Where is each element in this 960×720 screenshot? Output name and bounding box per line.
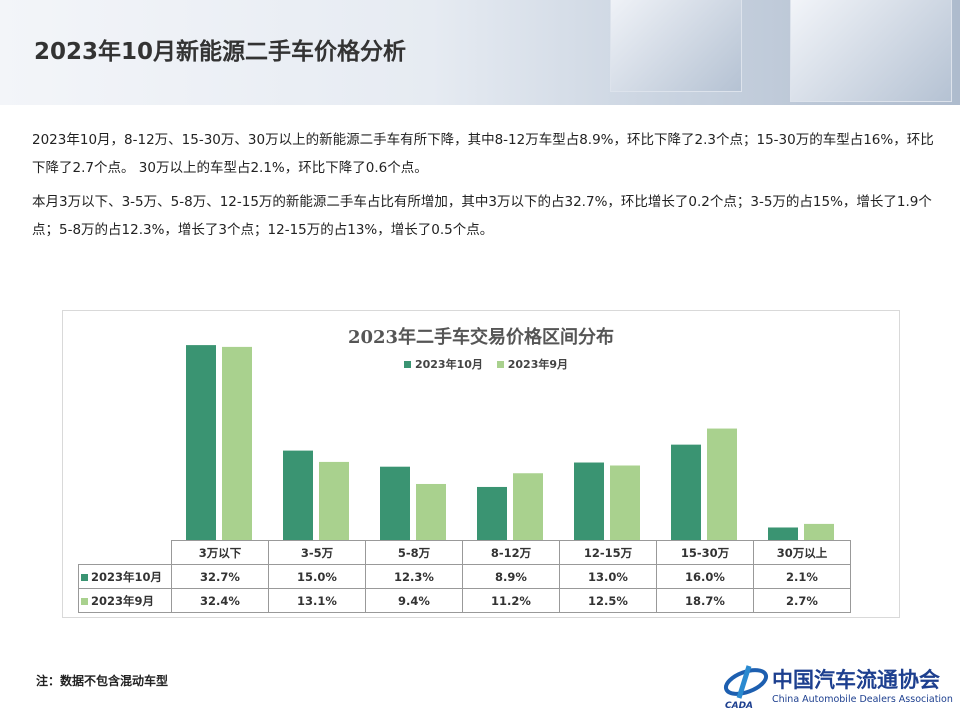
bar-sep-0 (222, 346, 252, 540)
value-cell: 9.4% (365, 588, 463, 613)
value-cell: 32.7% (171, 564, 269, 589)
category-label: 15-30万 (656, 540, 754, 565)
paragraph-increase: 本月3万以下、3-5万、5-8万、12-15万的新能源二手车占比有所增加，其中3… (32, 194, 932, 238)
value-cell: 13.0% (559, 564, 657, 589)
category-label: 5-8万 (365, 540, 463, 565)
category-label: 30万以上 (753, 540, 851, 565)
bar-sep-1 (319, 461, 349, 540)
value-cell: 8.9% (462, 564, 560, 589)
logo-english: China Automobile Dealers Association (772, 694, 953, 705)
legend-label-oct: 2023年10月 (414, 358, 483, 371)
paragraph-decrease: 2023年10月，8-12万、15-30万、30万以上的新能源二手车有所下降，其… (32, 132, 934, 176)
category-label: 3-5万 (268, 540, 366, 565)
value-cell: 16.0% (656, 564, 754, 589)
legend-swatch-sep (496, 361, 504, 368)
cada-logo: CADA 中国汽车流通协会 China Automobile Dealers A… (722, 662, 958, 712)
row-label-sep: 2023年9月 (78, 588, 172, 613)
page-title: 2023年10月新能源二手车价格分析 (34, 39, 407, 65)
value-cell: 2.1% (753, 564, 851, 589)
value-cell: 15.0% (268, 564, 366, 589)
bar-sep-3 (513, 473, 543, 540)
decor-cube (790, 0, 952, 102)
svg-text:CADA: CADA (725, 701, 753, 711)
value-cell: 18.7% (656, 588, 754, 613)
summary-text: 2023年10月，8-12万、15-30万、30万以上的新能源二手车有所下降，其… (32, 126, 937, 250)
bar-oct-1 (283, 450, 313, 540)
bar-oct-2 (380, 466, 410, 540)
bar-sep-6 (804, 523, 834, 540)
category-label: 3万以下 (171, 540, 269, 565)
legend-label-sep: 2023年9月 (507, 358, 569, 371)
category-label: 12-15万 (559, 540, 657, 565)
value-cell: 11.2% (462, 588, 560, 613)
plot-area (186, 345, 834, 540)
chart-title: 2023年二手车交易价格区间分布 (347, 327, 615, 348)
value-cell: 12.3% (365, 564, 463, 589)
value-cell: 2.7% (753, 588, 851, 613)
logo-chinese: 中国汽车流通协会 (772, 667, 940, 692)
footnote: 注：数据不包含混动车型 (36, 674, 169, 688)
header-banner (0, 0, 960, 105)
bar-sep-5 (707, 428, 737, 540)
data-table: 3万以下 3-5万 5-8万 8-12万 12-15万 15-30万 30万以上 2023年… (78, 540, 851, 613)
bar-oct-0 (186, 345, 216, 540)
row-label-oct: 2023年10月 (78, 564, 172, 589)
decor-cube (610, 0, 742, 92)
bar-oct-6 (768, 527, 798, 540)
bar-oct-4 (574, 462, 604, 540)
bar-oct-3 (477, 486, 507, 540)
bar-oct-5 (671, 444, 701, 540)
legend-swatch-oct (403, 361, 411, 368)
value-cell: 32.4% (171, 588, 269, 613)
bar-sep-2 (416, 483, 446, 540)
bar-sep-4 (610, 465, 640, 540)
value-cell: 12.5% (559, 588, 657, 613)
category-label: 8-12万 (462, 540, 560, 565)
chart-legend: 2023年10月 2023年9月 (63, 356, 899, 372)
cada-emblem-icon: CADA (723, 665, 769, 711)
value-cell: 13.1% (268, 588, 366, 613)
bar-chart: 2023年二手车交易价格区间分布 2023年10月 2023年9月 3万以下 3-… (62, 310, 900, 618)
table-corner (78, 540, 172, 565)
